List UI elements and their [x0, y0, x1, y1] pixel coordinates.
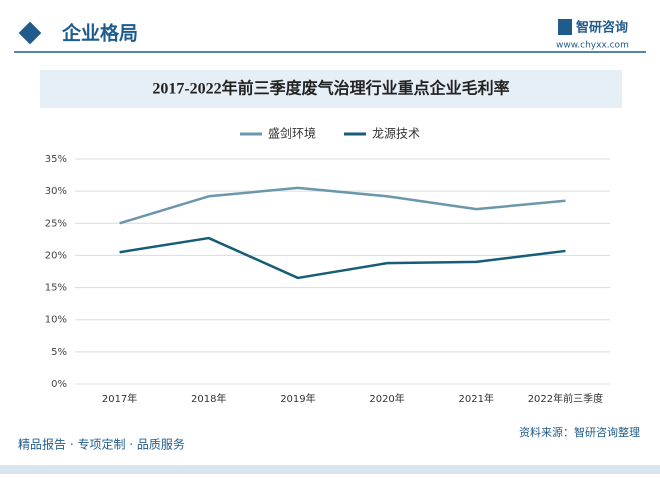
footer-right: 资料来源：智研咨询整理 [519, 425, 640, 439]
y-tick-label: 25% [45, 218, 67, 229]
logo-mark [558, 19, 572, 35]
series-line [119, 236, 566, 280]
y-tick-label: 15% [45, 283, 67, 294]
y-tick-label: 5% [51, 347, 67, 358]
x-tick-label: 2017年 [102, 392, 137, 405]
plot: 0% 5% 10% 15% 20% 25% 30% 35% 2017年 2018年 2019年 202… [45, 126, 610, 405]
x-tick-label: 2019年 [280, 392, 315, 405]
y-tick-label: 30% [45, 186, 67, 197]
legend-label: 盛剑环境 [268, 126, 316, 141]
y-tick-label: 35% [45, 154, 67, 165]
x-tick-label: 2020年 [369, 392, 404, 405]
header-title: 企业格局 [61, 22, 138, 45]
series-line [119, 186, 566, 225]
chart-title: 2017-2022年前三季度废气治理行业重点企业毛利率 [152, 79, 509, 98]
legend-label: 龙源技术 [372, 127, 420, 141]
header-icon [18, 21, 42, 45]
x-tick-label: 2021年 [459, 392, 494, 405]
footer-band [0, 465, 660, 474]
title-box [40, 70, 622, 108]
y-tick-label: 10% [45, 315, 67, 326]
y-tick-label: 0% [51, 379, 67, 390]
x-tick-label: 2018年 [191, 392, 226, 405]
logo-url: www.chyxx.com [556, 41, 629, 51]
footer-left: 精品报告 · 专项定制 · 品质服务 [18, 437, 185, 452]
x-tick-label: 2022年前三季度 [528, 392, 603, 405]
logo-text: 智研咨询 [576, 20, 628, 36]
y-tick-label: 20% [45, 250, 67, 261]
